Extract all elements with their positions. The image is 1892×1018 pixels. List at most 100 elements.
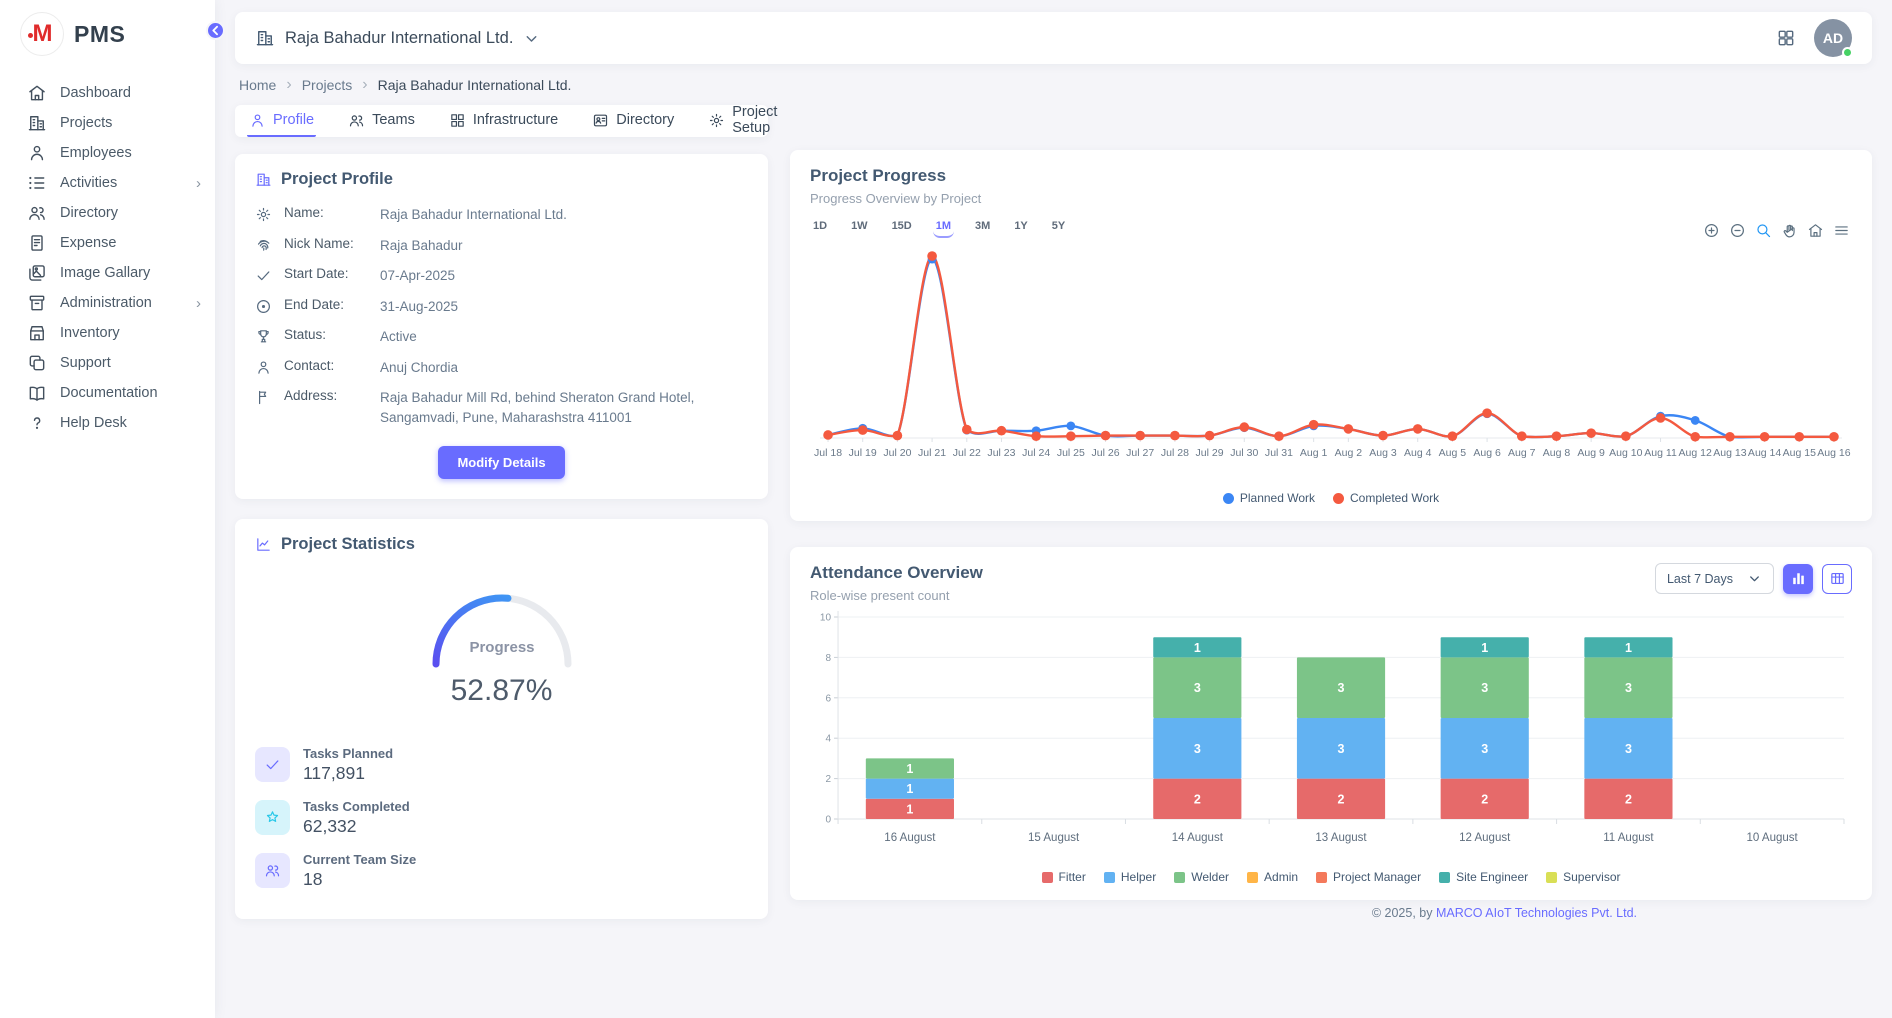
attendance-bar-chart[interactable]: 024681011116 August15 August233114 Augus… (810, 603, 1852, 865)
svg-text:Progress: Progress (469, 639, 534, 656)
range-button-3m[interactable]: 3M (972, 218, 993, 238)
progress-line-chart[interactable]: Jul 18Jul 19Jul 20Jul 21Jul 22Jul 23Jul … (810, 238, 1852, 484)
footer-company-link[interactable]: MARCO AIoT Technologies Pvt. Ltd. (1436, 906, 1637, 920)
svg-text:3: 3 (1194, 681, 1201, 695)
sidebar-item-expense[interactable]: Expense (0, 228, 215, 258)
profile-field-status: Status:Active (255, 327, 748, 347)
tab-directory[interactable]: Directory (590, 105, 676, 137)
svg-text:3: 3 (1194, 742, 1201, 756)
table-icon (1829, 570, 1846, 587)
field-label: Name: (284, 205, 380, 220)
company-selector[interactable]: Raja Bahadur International Ltd. (255, 28, 540, 48)
range-button-1y[interactable]: 1Y (1011, 218, 1030, 238)
sidebar-item-projects[interactable]: Projects (0, 108, 215, 138)
legend-item-welder[interactable]: Welder (1174, 870, 1229, 884)
legend-item-completed-work[interactable]: Completed Work (1333, 491, 1439, 505)
svg-text:2: 2 (1338, 792, 1345, 806)
breadcrumb-item[interactable]: Home (239, 77, 276, 93)
tab-label: Project Setup (732, 104, 777, 136)
sidebar: M PMS DashboardProjectsEmployeesActiviti… (0, 0, 215, 1018)
home-icon[interactable] (1807, 222, 1824, 239)
menu-icon[interactable] (1833, 222, 1850, 239)
search-icon[interactable] (1755, 222, 1772, 239)
svg-text:10 August: 10 August (1747, 832, 1799, 844)
legend-item-fitter[interactable]: Fitter (1042, 870, 1086, 884)
attendance-range-select[interactable]: Last 7 Days (1655, 563, 1774, 594)
legend-item-planned-work[interactable]: Planned Work (1223, 491, 1315, 505)
sidebar-item-administration[interactable]: Administration› (0, 288, 215, 318)
online-status-dot (1842, 47, 1853, 58)
legend-item-site-engineer[interactable]: Site Engineer (1439, 870, 1528, 884)
apps-grid-icon[interactable] (1776, 28, 1796, 48)
field-label: Status: (284, 327, 380, 342)
svg-text:Aug 16: Aug 16 (1817, 447, 1850, 459)
table-view-button[interactable] (1822, 564, 1852, 594)
sidebar-item-activities[interactable]: Activities› (0, 168, 215, 198)
field-label: Address: (284, 388, 380, 403)
range-button-1d[interactable]: 1D (810, 218, 830, 238)
tab-infrastructure[interactable]: Infrastructure (447, 105, 560, 137)
pan-icon[interactable] (1781, 222, 1798, 239)
legend-item-admin[interactable]: Admin (1247, 870, 1298, 884)
range-button-15d[interactable]: 15D (889, 218, 915, 238)
brand[interactable]: M PMS (0, 0, 215, 66)
svg-text:Aug 9: Aug 9 (1577, 447, 1605, 459)
legend-label: Completed Work (1350, 491, 1439, 505)
svg-text:Jul 19: Jul 19 (849, 447, 877, 459)
svg-text:Jul 27: Jul 27 (1126, 447, 1154, 459)
projects-icon (27, 113, 47, 133)
user-avatar[interactable]: AD (1814, 19, 1852, 57)
svg-text:Aug 10: Aug 10 (1609, 447, 1642, 459)
profile-field-nick-name: Nick Name:Raja Bahadur (255, 236, 748, 256)
svg-text:Jul 24: Jul 24 (1022, 447, 1050, 459)
svg-text:10: 10 (820, 613, 832, 624)
zoom-out-icon[interactable] (1729, 222, 1746, 239)
sidebar-item-image-gallary[interactable]: Image Gallary (0, 258, 215, 288)
expense-icon (27, 233, 47, 253)
sidebar-collapse-button[interactable] (206, 21, 225, 40)
progress-gauge: Progress 52.87% (255, 568, 748, 708)
progress-card-subtitle: Progress Overview by Project (810, 191, 1852, 206)
bar-legend: Fitter Helper Welder Admin Project Manager Si… (810, 870, 1852, 884)
tab-profile[interactable]: Profile (247, 105, 316, 137)
svg-text:Aug 12: Aug 12 (1679, 447, 1712, 459)
svg-text:8: 8 (825, 653, 831, 664)
avatar-initials: AD (1823, 30, 1843, 46)
legend-item-supervisor[interactable]: Supervisor (1546, 870, 1620, 884)
profile-field-address: Address:Raja Bahadur Mill Rd, behind She… (255, 388, 748, 427)
sidebar-item-inventory[interactable]: Inventory (0, 318, 215, 348)
breadcrumb-item[interactable]: Projects (302, 77, 353, 93)
teams-icon (348, 112, 365, 129)
zoom-in-icon[interactable] (1703, 222, 1720, 239)
modify-details-button[interactable]: Modify Details (438, 446, 564, 479)
attendance-overview-card: Attendance Overview Role-wise present co… (790, 547, 1872, 900)
sidebar-item-employees[interactable]: Employees (0, 138, 215, 168)
sidebar-item-label: Directory (60, 205, 118, 221)
legend-swatch (1174, 872, 1185, 883)
range-button-1m[interactable]: 1M (933, 218, 954, 238)
tab-teams[interactable]: Teams (346, 105, 417, 137)
tab-label: Teams (372, 112, 415, 128)
teams-icon (264, 862, 281, 879)
footer: © 2025, by MARCO AIoT Technologies Pvt. … (790, 906, 1872, 920)
svg-text:Jul 28: Jul 28 (1161, 447, 1189, 459)
sidebar-item-help-desk[interactable]: Help Desk (0, 408, 215, 438)
sidebar-item-documentation[interactable]: Documentation (0, 378, 215, 408)
svg-text:1: 1 (906, 802, 913, 816)
range-button-1w[interactable]: 1W (848, 218, 871, 238)
company-name: Raja Bahadur International Ltd. (285, 29, 513, 48)
range-button-5y[interactable]: 5Y (1049, 218, 1068, 238)
sidebar-item-directory[interactable]: Directory (0, 198, 215, 228)
legend-item-project-manager[interactable]: Project Manager (1316, 870, 1421, 884)
infrastructure-icon (449, 112, 466, 129)
chevron-down-icon (1747, 571, 1762, 586)
sidebar-item-support[interactable]: Support (0, 348, 215, 378)
flag-icon (255, 389, 272, 406)
legend-item-helper[interactable]: Helper (1104, 870, 1156, 884)
chart-view-button[interactable] (1783, 564, 1813, 594)
sidebar-item-dashboard[interactable]: Dashboard (0, 78, 215, 108)
stat-current-team-size: Current Team Size18 (255, 852, 748, 890)
svg-text:1: 1 (906, 782, 913, 796)
tab-project-setup[interactable]: Project Setup (706, 105, 779, 137)
svg-text:Aug 1: Aug 1 (1300, 447, 1328, 459)
